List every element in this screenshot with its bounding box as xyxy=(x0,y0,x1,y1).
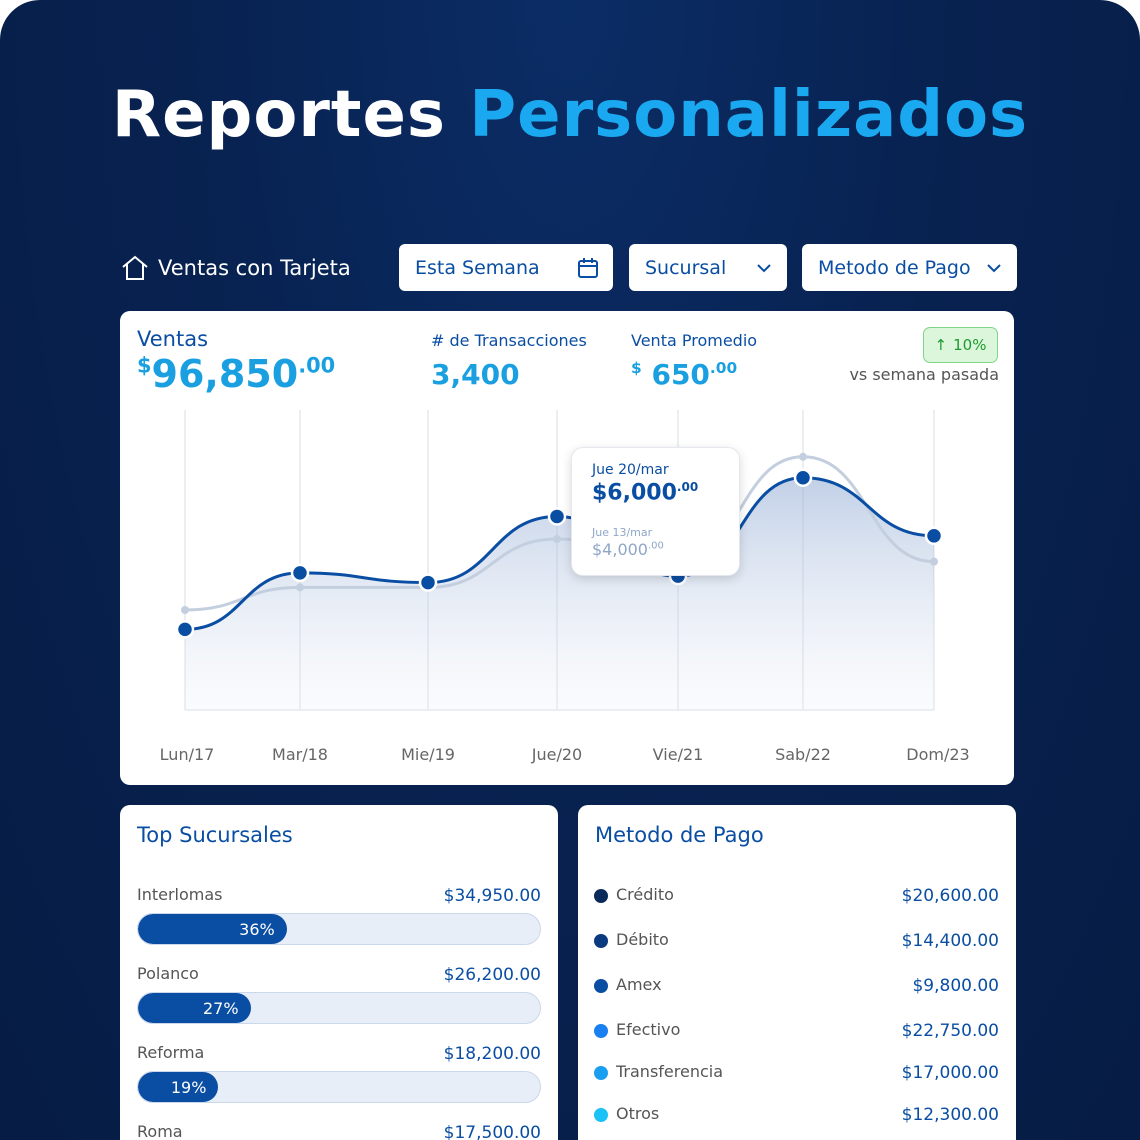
section-title: Ventas con Tarjeta xyxy=(158,256,351,280)
metodo-pago-title: Metodo de Pago xyxy=(595,823,764,847)
payment-label: Metodo de Pago xyxy=(818,256,971,279)
period-select[interactable]: Esta Semana xyxy=(399,244,613,291)
ventas-value: $96,850.00 xyxy=(137,352,336,396)
branch-progress-fill: 19% xyxy=(138,1072,219,1102)
tooltip-prev-date: Jue 13/mar xyxy=(592,526,653,539)
payment-select[interactable]: Metodo de Pago xyxy=(802,244,1017,291)
payment-method-value: $22,750.00 xyxy=(901,1021,999,1041)
area-fill xyxy=(185,477,934,710)
payment-method-name: Transferencia xyxy=(616,1062,724,1081)
avg-label: Venta Promedio xyxy=(631,331,758,350)
data-point-current xyxy=(924,526,944,546)
tooltip-date: Jue 20/mar xyxy=(592,462,669,478)
page-title: Reportes Personalizados xyxy=(111,78,1029,152)
transactions-value: 3,400 xyxy=(431,358,520,391)
legend-dot xyxy=(594,979,608,993)
payment-method-name: Efectivo xyxy=(616,1020,681,1039)
branch-progress: 27% xyxy=(137,992,541,1024)
chart-tooltip: Jue 20/mar $6,000.00 Jue 13/mar $4,000.0… xyxy=(571,447,740,576)
period-label: Esta Semana xyxy=(415,256,540,279)
home-icon xyxy=(122,255,148,280)
x-tick-label: Jue/20 xyxy=(531,745,583,764)
data-point-previous xyxy=(296,583,304,592)
data-point-previous xyxy=(181,606,189,614)
x-tick-label: Mar/18 xyxy=(272,745,328,764)
x-tick-label: Mie/19 xyxy=(401,745,455,764)
legend-dot xyxy=(594,1024,608,1038)
branch-progress: 19% xyxy=(137,1071,541,1103)
tooltip-prev-value: $4,000.00 xyxy=(592,540,664,559)
branch-name: Roma xyxy=(137,1122,183,1140)
payment-method-value: $20,600.00 xyxy=(901,886,999,906)
legend-dot xyxy=(594,934,608,948)
payment-method-value: $17,000.00 xyxy=(901,1063,999,1083)
legend-dot xyxy=(594,1066,608,1080)
x-tick-label: Sab/22 xyxy=(775,745,831,764)
tooltip-value: $6,000.00 xyxy=(592,480,699,506)
payment-method-value: $9,800.00 xyxy=(912,976,999,996)
change-badge: ↑ 10% xyxy=(923,327,998,363)
branch-progress-fill: 36% xyxy=(138,914,287,944)
legend-dot xyxy=(594,1108,608,1122)
branch-progress-fill: 27% xyxy=(138,993,251,1023)
transactions-label: # de Transacciones xyxy=(431,331,587,350)
x-tick-label: Vie/21 xyxy=(652,745,704,764)
branch-progress: 36% xyxy=(137,913,541,945)
top-sucursales-card: Top Sucursales Interlomas $34,950.00 36% P… xyxy=(120,805,558,1140)
ventas-label: Ventas xyxy=(137,327,209,351)
branch-name: Polanco xyxy=(137,964,199,983)
top-sucursales-title: Top Sucursales xyxy=(137,823,293,847)
legend-dot xyxy=(594,889,608,903)
x-tick-label: Lun/17 xyxy=(159,745,215,764)
data-point-current xyxy=(793,468,813,487)
branch-value: $17,500.00 xyxy=(443,1123,541,1140)
branch-value: $26,200.00 xyxy=(443,965,541,985)
arrow-up-icon: ↑ xyxy=(934,336,948,354)
metodo-pago-card: Metodo de Pago Crédito $20,600.00 Débito… xyxy=(578,805,1016,1140)
payment-method-name: Otros xyxy=(616,1104,660,1123)
data-point-current xyxy=(290,563,310,583)
chevron-down-icon xyxy=(757,263,771,272)
data-point-current xyxy=(547,507,567,526)
payment-method-name: Amex xyxy=(616,975,662,994)
calendar-icon xyxy=(578,257,598,278)
branch-value: $18,200.00 xyxy=(443,1044,541,1064)
branch-name: Reforma xyxy=(137,1043,205,1062)
home-link[interactable]: Ventas con Tarjeta xyxy=(120,254,351,282)
branch-name: Interlomas xyxy=(137,885,223,904)
payment-method-value: $14,400.00 xyxy=(901,931,999,951)
change-caption: vs semana pasada xyxy=(849,365,999,384)
chevron-down-icon xyxy=(987,263,1001,272)
payment-method-value: $12,300.00 xyxy=(901,1105,999,1125)
branch-label: Sucursal xyxy=(645,256,727,279)
data-point-current xyxy=(418,573,438,592)
branch-select[interactable]: Sucursal xyxy=(629,244,787,291)
data-point-previous xyxy=(930,557,938,566)
data-point-current xyxy=(175,620,195,639)
x-tick-label: Dom/23 xyxy=(906,745,970,764)
payment-method-name: Crédito xyxy=(616,885,674,904)
data-point-previous xyxy=(799,452,807,461)
payment-method-name: Débito xyxy=(616,930,669,949)
data-point-previous xyxy=(553,535,561,544)
branch-value: $34,950.00 xyxy=(443,886,541,906)
avg-value: $ 650.00 xyxy=(631,358,738,391)
